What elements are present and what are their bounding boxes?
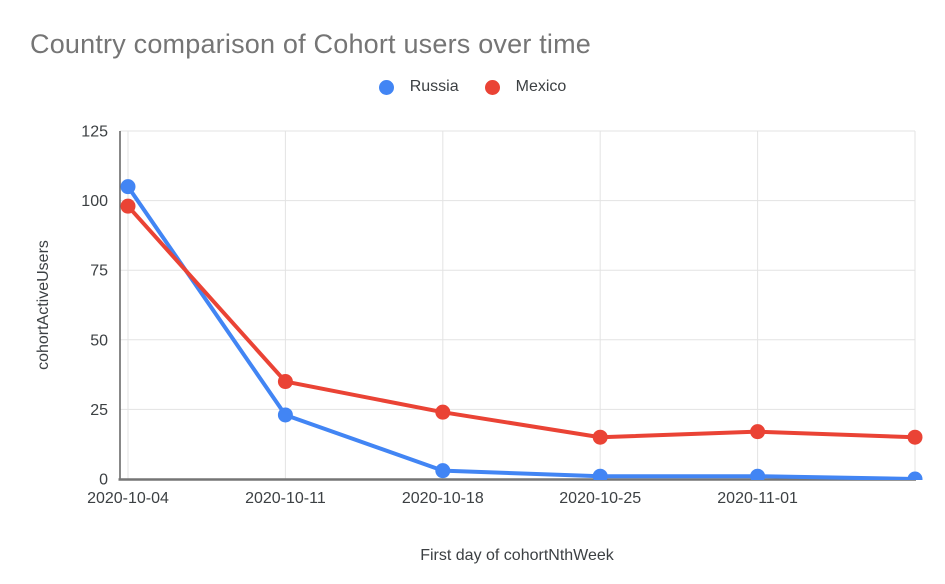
series-russia [120,179,923,480]
y-tick-label: 125 [81,124,108,141]
data-point-mexico [435,404,451,420]
x-tick-label: 2020-11-01 [717,490,798,507]
x-tick-label: 2020-10-04 [87,490,169,507]
x-tick-label: 2020-10-25 [559,490,641,507]
y-tick-label: 75 [90,263,108,280]
y-tick-label: 50 [90,332,108,349]
data-point-russia [277,407,293,423]
x-tick-label: 2020-10-18 [402,490,484,507]
legend-label-mexico: Mexico [515,78,567,95]
chart-legend: Russia Mexico [0,78,945,96]
legend-item-mexico: Mexico [484,78,567,96]
x-tick-label: 2020-10-11 [245,490,326,507]
data-point-mexico [592,429,608,445]
series-line-russia [126,184,917,480]
data-point-russia [120,179,136,195]
data-point-russia [435,463,451,479]
series-line-mexico [126,204,917,440]
data-point-mexico [750,424,766,440]
y-tick-label: 25 [90,402,108,419]
legend-marker-mexico-icon [484,79,500,95]
data-point-mexico [907,429,923,445]
data-point-mexico [277,374,293,390]
data-point-russia [907,471,923,480]
y-tick-label: 100 [81,193,108,210]
series-mexico [120,198,923,445]
data-point-mexico [120,198,136,214]
y-axis-title: cohortActiveUsers [35,240,52,370]
data-point-russia [592,468,608,480]
legend-item-russia: Russia [378,78,459,96]
chart-title: Country comparison of Cohort users over … [30,29,592,59]
x-axis-title: First day of cohortNthWeek [420,547,614,564]
legend-label-russia: Russia [409,78,459,95]
legend-marker-russia-icon [378,79,394,95]
y-tick-label: 0 [99,472,108,489]
data-point-russia [750,468,766,480]
series-group [120,179,923,480]
